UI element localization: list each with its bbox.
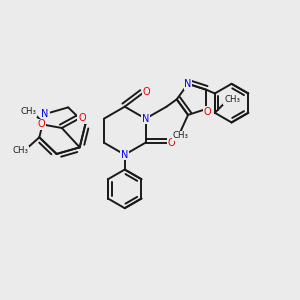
Text: CH₃: CH₃	[172, 131, 189, 140]
Text: O: O	[78, 113, 86, 123]
Text: CH₃: CH₃	[224, 95, 240, 104]
Text: N: N	[41, 109, 49, 119]
Text: N: N	[121, 150, 128, 160]
Text: O: O	[142, 87, 150, 98]
Text: O: O	[38, 119, 45, 129]
Text: N: N	[142, 114, 149, 124]
Text: CH₃: CH₃	[20, 107, 36, 116]
Text: O: O	[168, 138, 175, 148]
Text: N: N	[184, 79, 192, 89]
Text: CH₃: CH₃	[13, 146, 28, 155]
Text: O: O	[204, 107, 212, 117]
